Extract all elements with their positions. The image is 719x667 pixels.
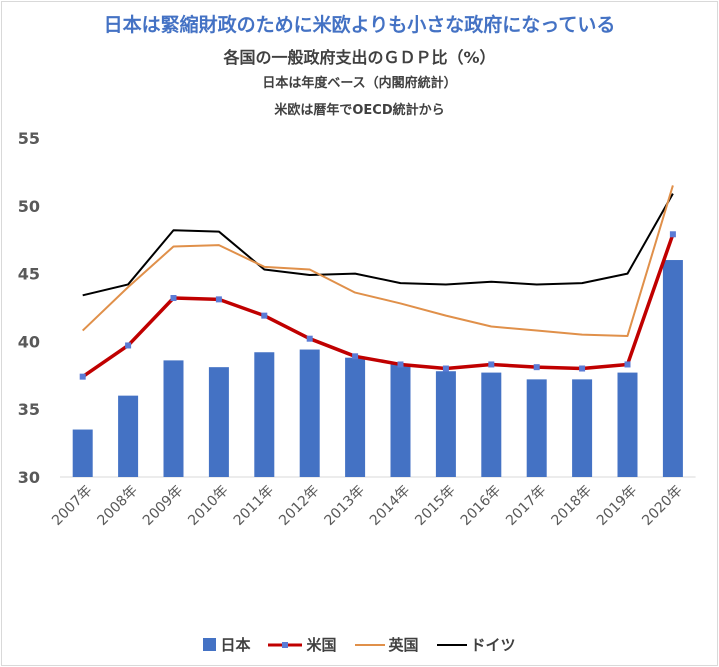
bar-japan xyxy=(662,260,683,477)
legend-label: 英国 xyxy=(388,636,419,654)
y-tick-label: 55 xyxy=(18,129,40,148)
x-tick-label: 2011年 xyxy=(231,483,277,529)
point-marker xyxy=(352,353,359,360)
legend-line-icon xyxy=(354,643,385,646)
legend-item-japan: 日本 xyxy=(203,634,250,655)
legend-swatch-bar-icon xyxy=(203,638,217,651)
bar-japan xyxy=(435,371,456,477)
point-marker xyxy=(442,365,449,372)
chart-title: 日本は緊縮財政のために米欧よりも小さな政府になっている xyxy=(103,14,616,36)
bar-japan xyxy=(163,360,184,477)
y-tick-label: 40 xyxy=(18,332,40,351)
x-tick-label: 2010年 xyxy=(185,483,231,529)
bar-japan xyxy=(526,379,547,477)
chart-subtitle-2: 日本は年度ベース（内閣府統計） xyxy=(262,76,457,91)
bar-japan xyxy=(345,357,366,477)
legend-line-marker-icon xyxy=(268,641,303,648)
x-tick-label: 2007年 xyxy=(49,483,95,529)
bar-japan xyxy=(390,364,411,477)
point-marker xyxy=(397,361,404,368)
point-marker xyxy=(79,373,86,380)
legend-line-icon xyxy=(436,643,467,646)
y-tick-label: 30 xyxy=(18,468,40,487)
point-marker xyxy=(261,312,268,319)
x-tick-label: 2020年 xyxy=(639,483,685,529)
bar-japan xyxy=(254,352,275,477)
chart-subtitle-3: 米欧は暦年でOECD統計から xyxy=(274,103,445,118)
legend: 日本 米国 英国 ドイツ xyxy=(0,634,719,655)
line-series-ドイツ xyxy=(82,193,674,297)
legend-label: 米国 xyxy=(306,636,337,654)
bar-japan xyxy=(118,395,139,477)
point-marker xyxy=(624,361,631,368)
legend-item-germany: ドイツ xyxy=(436,634,516,655)
x-tick-label: 2019年 xyxy=(594,483,640,529)
bar-japan xyxy=(72,429,93,477)
legend-label: ドイツ xyxy=(470,636,516,654)
x-tick-label: 2017年 xyxy=(503,483,549,529)
x-tick-label: 2015年 xyxy=(412,483,458,529)
x-tick-label: 2012年 xyxy=(276,483,322,529)
legend-label: 日本 xyxy=(220,636,251,654)
legend-item-uk: 英国 xyxy=(354,634,419,655)
y-tick-label: 45 xyxy=(18,265,40,284)
bar-japan xyxy=(572,379,593,477)
point-marker xyxy=(579,365,586,372)
x-tick-label: 2016年 xyxy=(458,483,504,529)
point-marker xyxy=(488,361,495,368)
point-marker xyxy=(215,296,222,303)
chart-subtitle-1: 各国の一般政府支出のＧＤＰ比（%） xyxy=(223,48,496,67)
y-tick-label: 35 xyxy=(18,400,40,419)
x-tick-label: 2008年 xyxy=(95,483,141,529)
x-tick-label: 2013年 xyxy=(322,483,368,529)
line-series-米国 xyxy=(81,233,675,379)
point-marker xyxy=(306,335,313,342)
legend-item-us: 米国 xyxy=(268,634,337,655)
point-marker xyxy=(533,364,540,371)
x-tick-label: 2018年 xyxy=(549,483,595,529)
bar-japan xyxy=(481,372,502,477)
point-marker xyxy=(125,342,132,349)
bar-japan xyxy=(299,349,320,477)
point-marker xyxy=(170,295,177,302)
point-marker xyxy=(669,231,676,238)
line-series-英国 xyxy=(82,185,674,337)
bar-japan xyxy=(617,372,638,477)
x-tick-label: 2009年 xyxy=(140,483,186,529)
x-tick-label: 2014年 xyxy=(367,483,413,529)
y-tick-label: 50 xyxy=(18,197,40,216)
bar-japan xyxy=(208,367,229,477)
